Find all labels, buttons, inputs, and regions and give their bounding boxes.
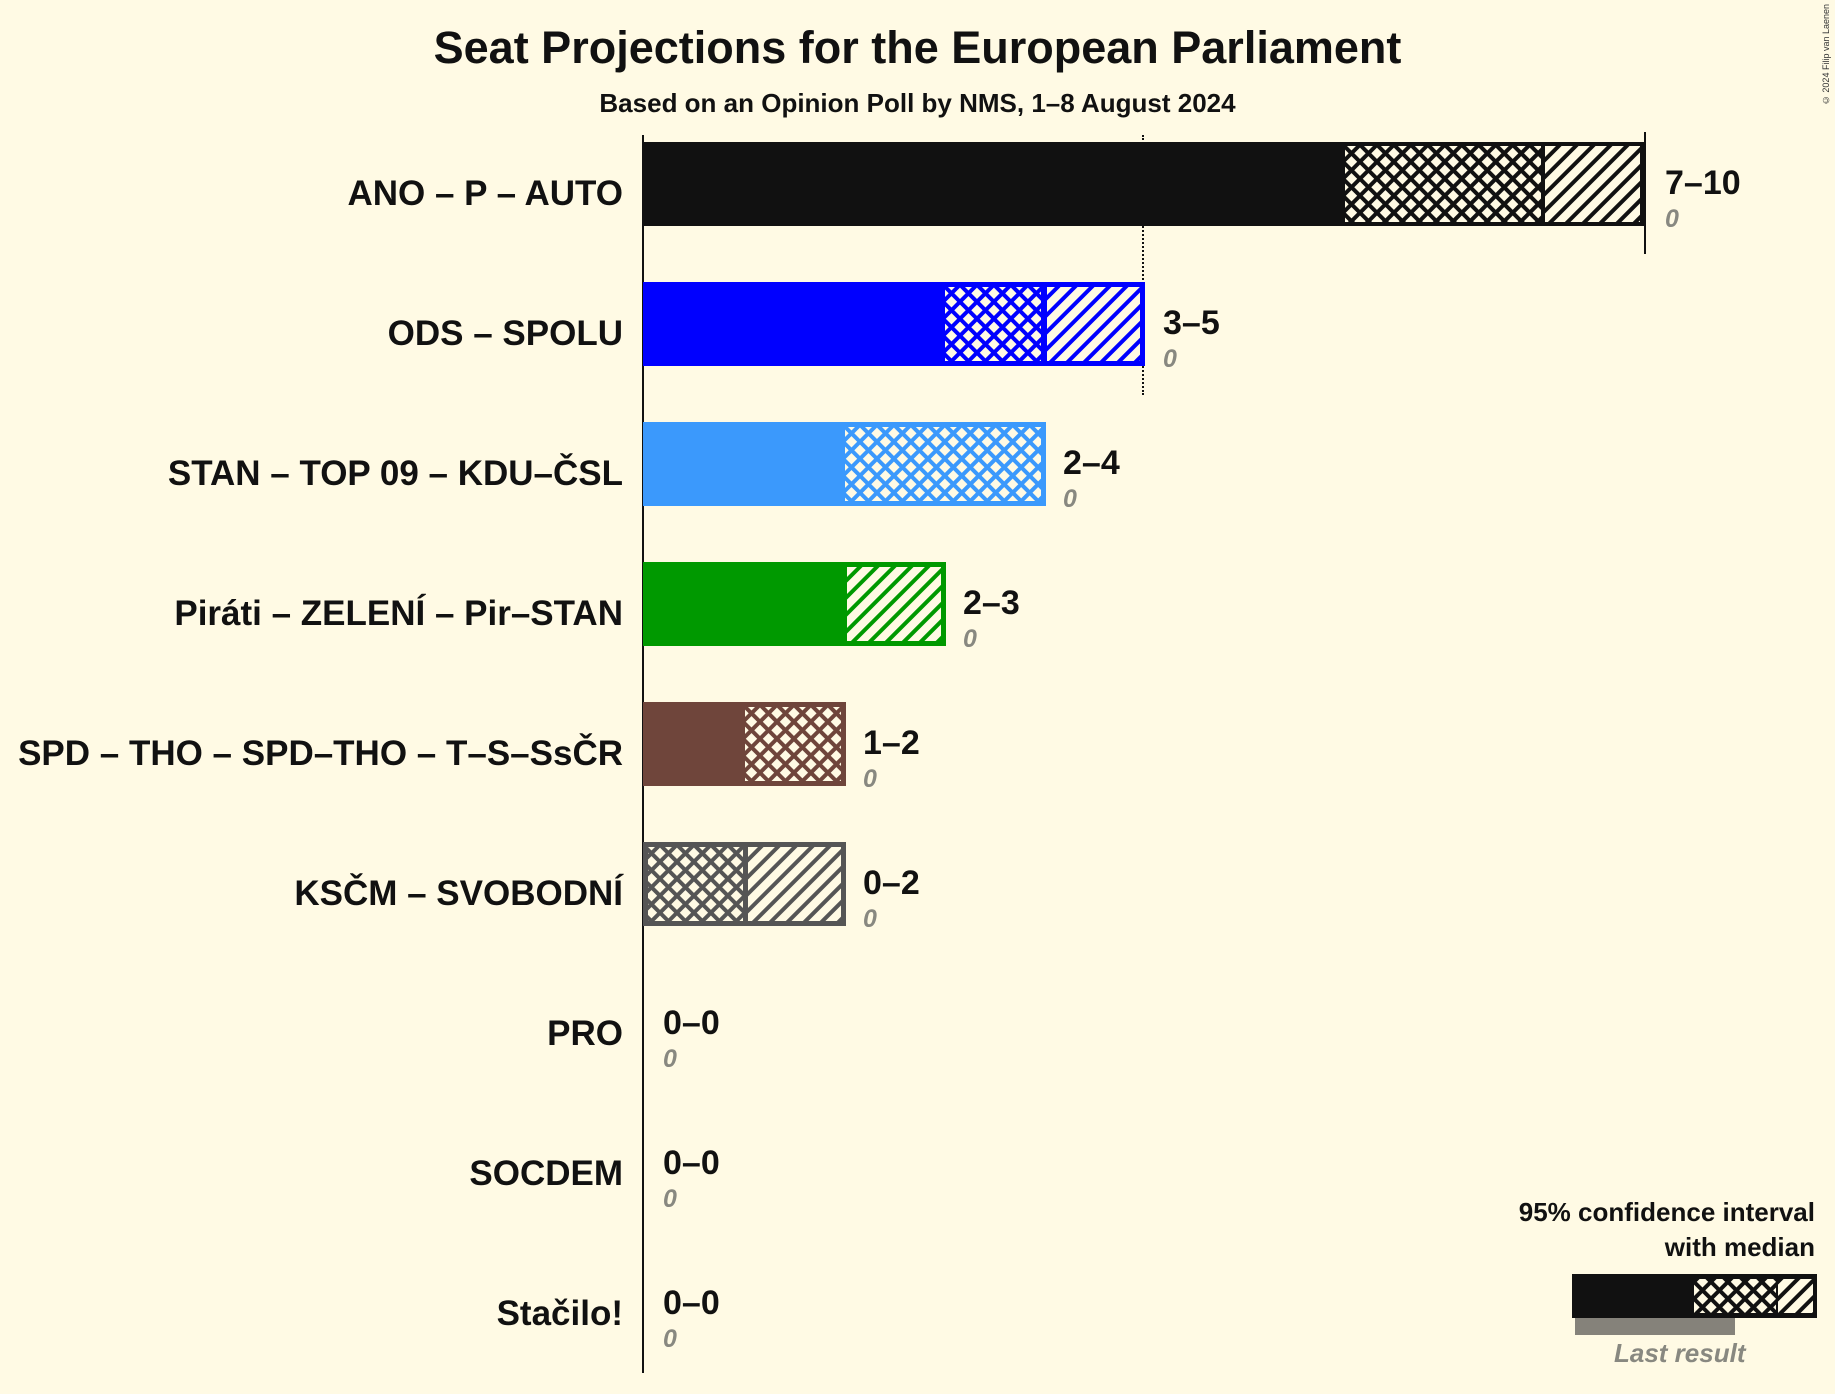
last-result-value: 0 xyxy=(663,1325,677,1353)
party-label: ANO – P – AUTO xyxy=(347,174,623,213)
legend-last-result-swatch xyxy=(1575,1318,1735,1335)
copyright-notice: © 2024 Filip van Laenen xyxy=(1821,4,1831,106)
party-label: SPD – THO – SPD–THO – T–S–SsČR xyxy=(18,734,623,773)
chart-title: Seat Projections for the European Parlia… xyxy=(433,22,1402,73)
chart-subtitle: Based on an Opinion Poll by NMS, 1–8 Aug… xyxy=(599,88,1236,118)
seat-range: 1–2 xyxy=(863,724,920,762)
legend-title-line2: with median xyxy=(1664,1232,1815,1262)
party-label: Piráti – ZELENÍ – Pir–STAN xyxy=(174,594,623,633)
last-result-value: 0 xyxy=(863,765,877,793)
seat-range: 3–5 xyxy=(1163,304,1220,342)
bar-spd[interactable] xyxy=(643,702,846,786)
seat-range: 2–3 xyxy=(963,584,1020,622)
last-result-value: 0 xyxy=(963,625,977,653)
party-label: Stačilo! xyxy=(496,1294,623,1333)
seat-range: 0–0 xyxy=(663,1004,720,1042)
legend-title-line1: 95% confidence interval xyxy=(1518,1197,1815,1227)
last-result-value: 0 xyxy=(1665,205,1679,233)
majority-dotted-line xyxy=(1142,135,1144,395)
seat-range: 7–10 xyxy=(1665,164,1741,202)
party-label: SOCDEM xyxy=(469,1154,623,1193)
party-label: KSČM – SVOBODNÍ xyxy=(294,874,623,913)
last-result-value: 0 xyxy=(1163,345,1177,373)
bar-kscm[interactable] xyxy=(643,842,846,926)
party-label: ODS – SPOLU xyxy=(387,314,623,353)
bar-pirati[interactable] xyxy=(643,562,946,646)
bar-ano[interactable] xyxy=(643,142,1646,226)
party-label: PRO xyxy=(547,1014,623,1053)
party-label: STAN – TOP 09 – KDU–ČSL xyxy=(167,454,623,493)
seat-range: 0–0 xyxy=(663,1284,720,1322)
seat-range: 0–0 xyxy=(663,1144,720,1182)
last-result-value: 0 xyxy=(663,1045,677,1073)
seat-range: 0–2 xyxy=(863,864,920,902)
last-result-value: 0 xyxy=(1063,485,1077,513)
last-result-value: 0 xyxy=(663,1185,677,1213)
bar-stan[interactable] xyxy=(643,422,1046,506)
legend-ci-swatch xyxy=(1572,1274,1817,1318)
seat-range: 2–4 xyxy=(1063,444,1120,482)
legend-title: 95% confidence interval with median xyxy=(1519,1195,1815,1265)
last-result-value: 0 xyxy=(863,905,877,933)
legend-last-result-label: Last result xyxy=(1614,1338,1746,1368)
bar-ods[interactable] xyxy=(643,282,1145,366)
